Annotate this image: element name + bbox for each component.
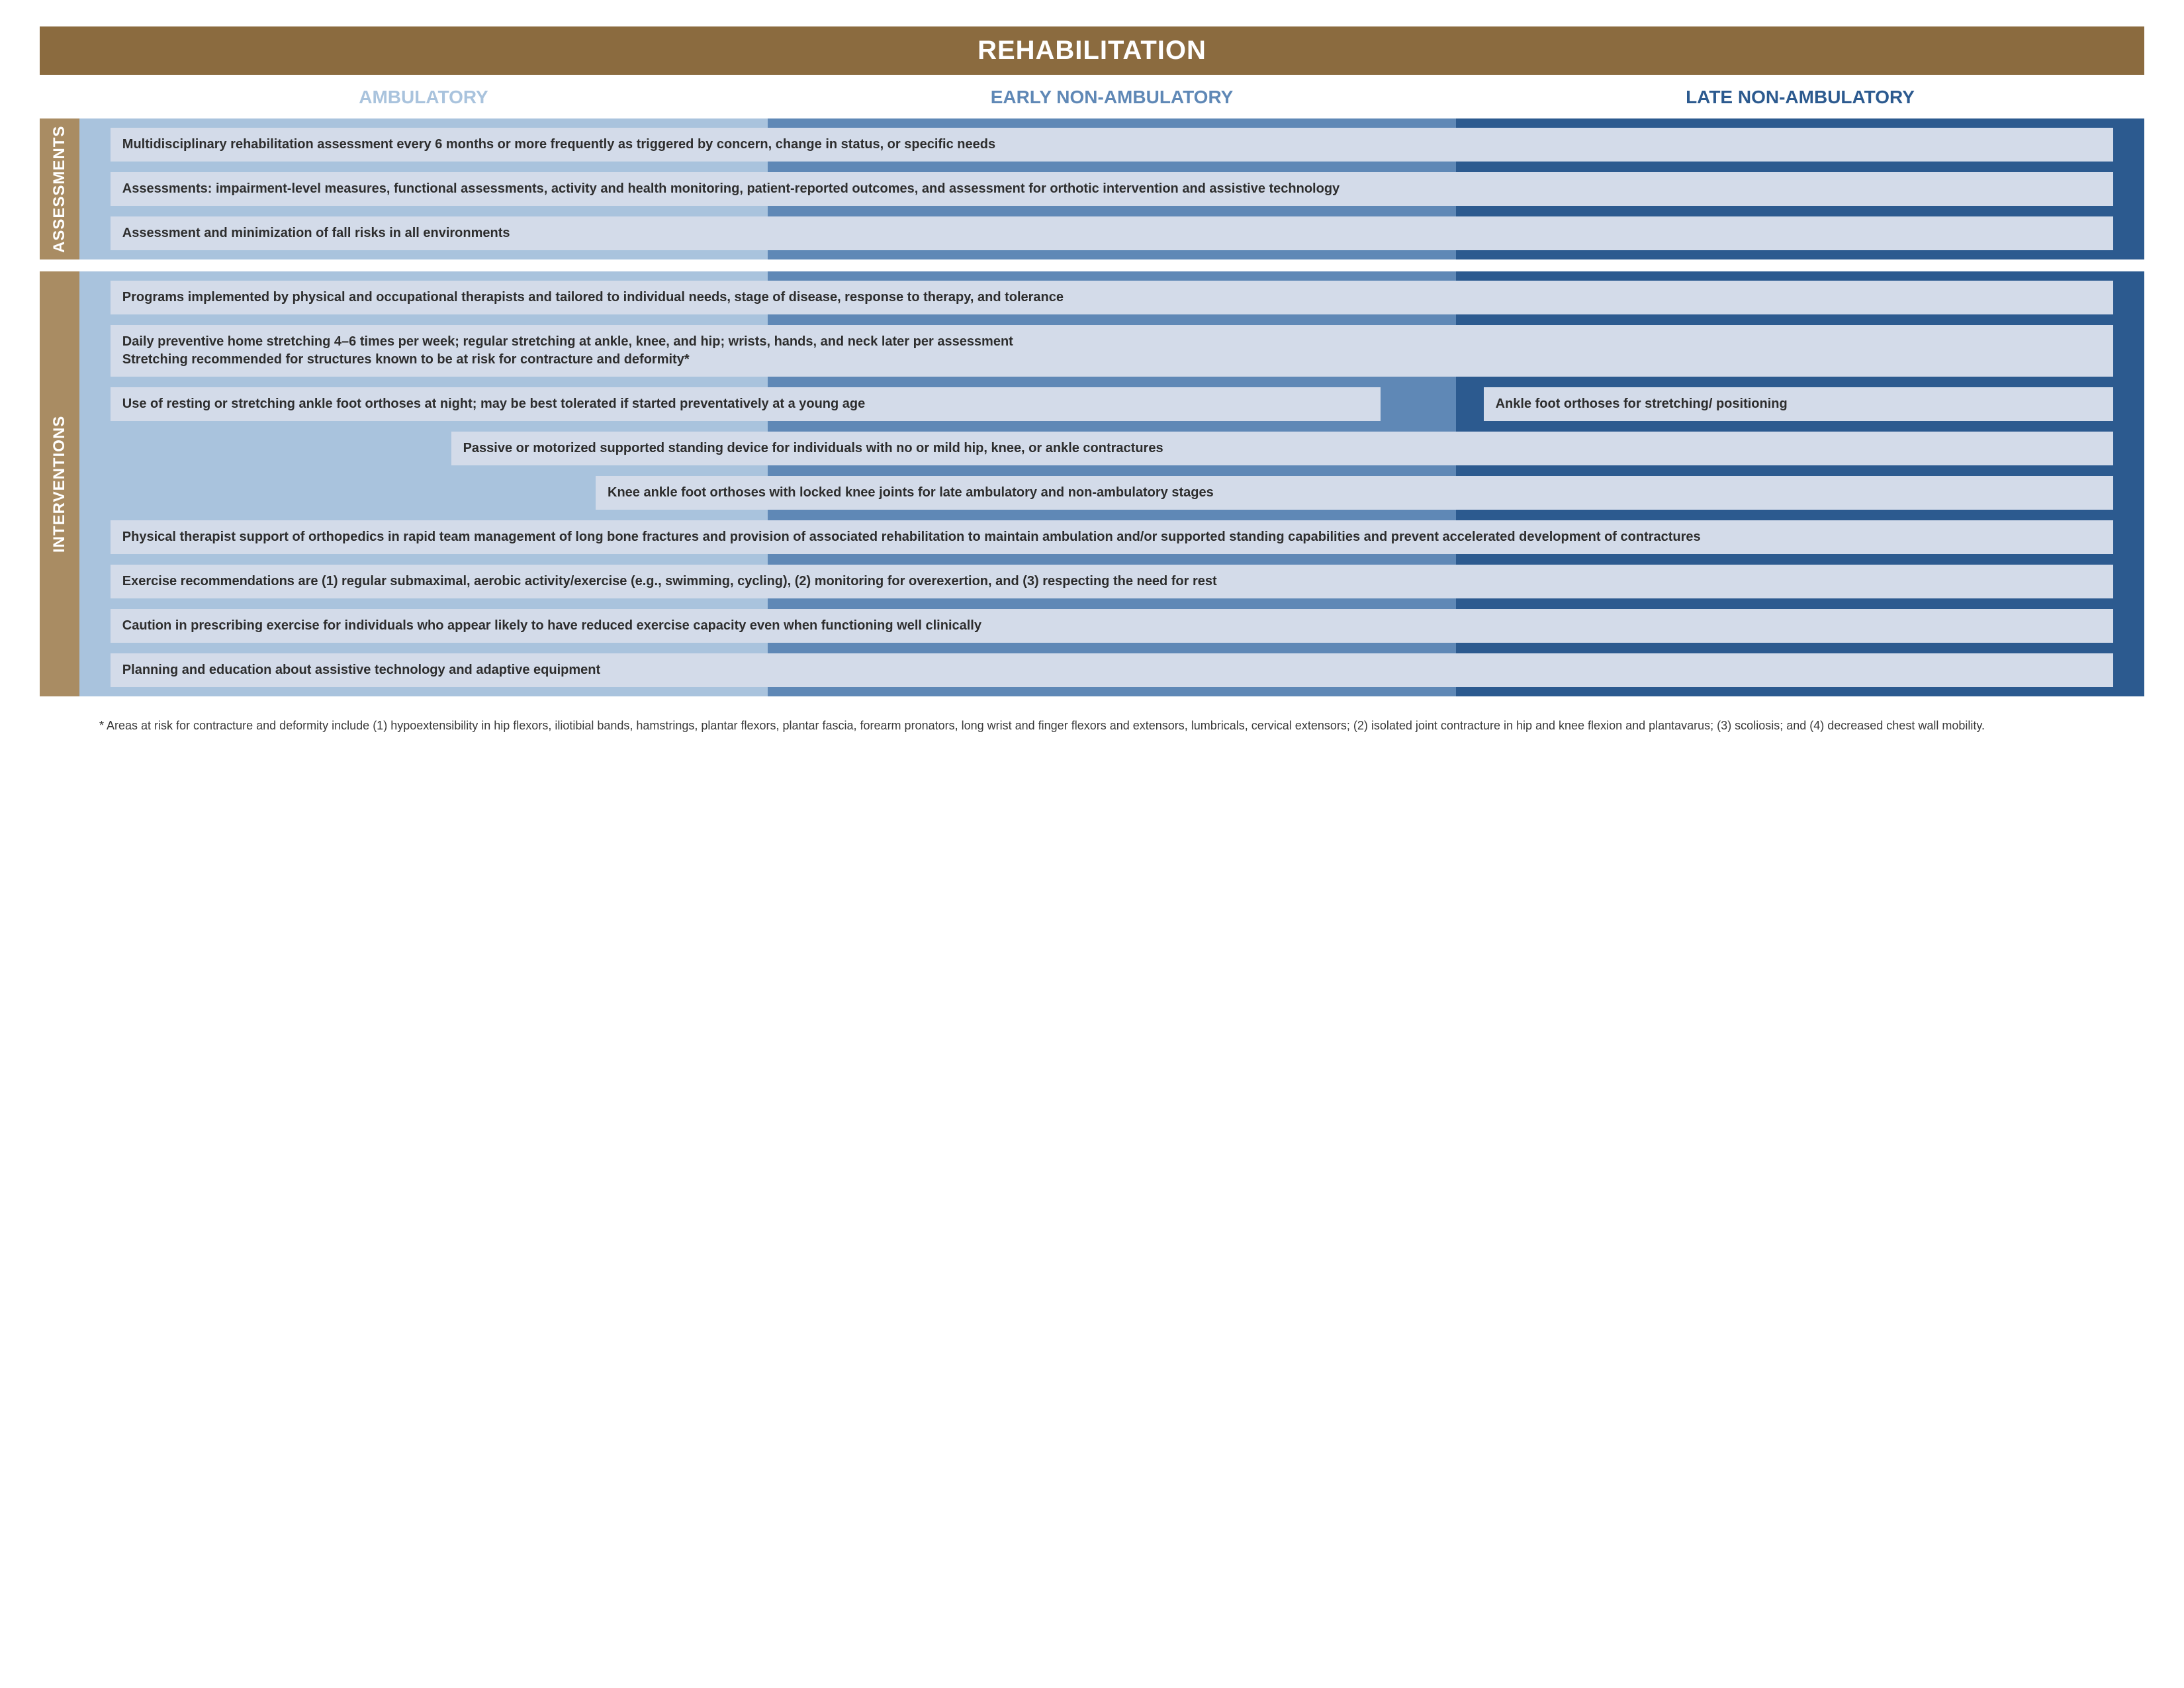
bar: Programs implemented by physical and occ…: [111, 281, 2113, 314]
content-rows: Programs implemented by physical and occ…: [79, 271, 2144, 696]
row: Caution in prescribing exercise for indi…: [79, 609, 2144, 643]
title-bar: REHABILITATION: [40, 26, 2144, 75]
bar: Planning and education about assistive t…: [111, 653, 2113, 687]
column-headers: AMBULATORY EARLY NON-AMBULATORY LATE NON…: [40, 83, 2144, 115]
band-area: Multidisciplinary rehabilitation assessm…: [79, 118, 2144, 259]
footnote: * Areas at risk for contracture and defo…: [40, 708, 2144, 734]
section-assessments: ASSESSMENTS Multidisciplinary rehabilitat…: [40, 118, 2144, 259]
side-tab: INTERVENTIONS: [40, 271, 79, 696]
col-head-late: LATE NON-AMBULATORY: [1456, 83, 2144, 115]
bar: Passive or motorized supported standing …: [451, 432, 2114, 465]
row: Passive or motorized supported standing …: [79, 432, 2144, 465]
side-tab: ASSESSMENTS: [40, 118, 79, 259]
row: Daily preventive home stretching 4–6 tim…: [79, 325, 2144, 377]
bar: Assessments: impairment-level measures, …: [111, 172, 2113, 206]
section-interventions: INTERVENTIONS Programs implemented by phy…: [40, 271, 2144, 696]
row: Programs implemented by physical and occ…: [79, 281, 2144, 314]
bar: Physical therapist support of orthopedic…: [111, 520, 2113, 554]
col-head-early: EARLY NON-AMBULATORY: [768, 83, 1456, 115]
content-rows: Multidisciplinary rehabilitation assessm…: [79, 118, 2144, 259]
bar: Assessment and minimization of fall risk…: [111, 216, 2113, 250]
bar: Knee ankle foot orthoses with locked kne…: [596, 476, 2113, 510]
row: Exercise recommendations are (1) regular…: [79, 565, 2144, 598]
row: Planning and education about assistive t…: [79, 653, 2144, 687]
bar: Use of resting or stretching ankle foot …: [111, 387, 1381, 421]
bar: Caution in prescribing exercise for indi…: [111, 609, 2113, 643]
bar: Ankle foot orthoses for stretching/ posi…: [1484, 387, 2114, 421]
band-area: Programs implemented by physical and occ…: [79, 271, 2144, 696]
row: Assessments: impairment-level measures, …: [79, 172, 2144, 206]
bar: Multidisciplinary rehabilitation assessm…: [111, 128, 2113, 162]
bar: Exercise recommendations are (1) regular…: [111, 565, 2113, 598]
row: Multidisciplinary rehabilitation assessm…: [79, 128, 2144, 162]
row: Physical therapist support of orthopedic…: [79, 520, 2144, 554]
row: Knee ankle foot orthoses with locked kne…: [79, 476, 2144, 510]
col-head-ambulatory: AMBULATORY: [79, 83, 768, 115]
row: Use of resting or stretching ankle foot …: [79, 387, 2144, 421]
bar: Daily preventive home stretching 4–6 tim…: [111, 325, 2113, 377]
row: Assessment and minimization of fall risk…: [79, 216, 2144, 250]
